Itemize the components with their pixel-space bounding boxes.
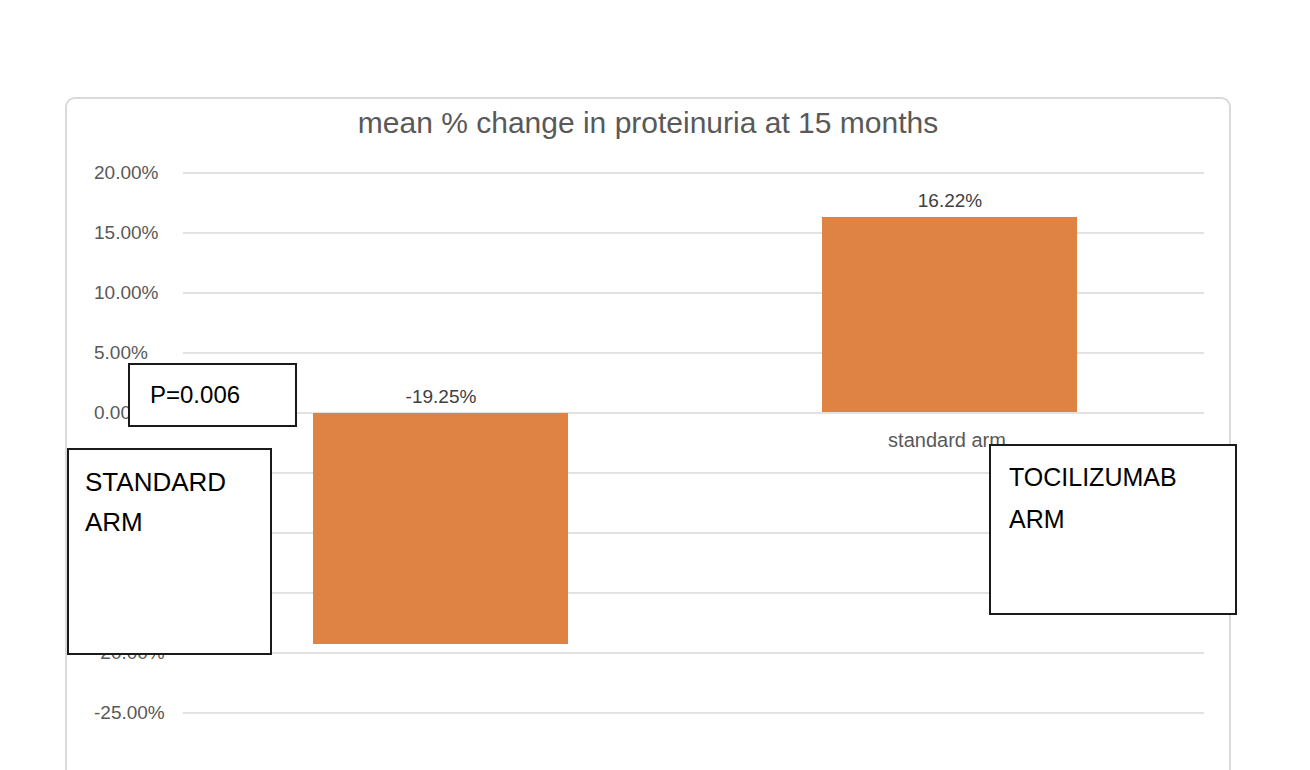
chart-area-frame [65, 97, 1231, 770]
tocilizumab-arm-textbox[interactable]: TOCILIZUMAB ARM [989, 444, 1237, 615]
gridline-20pct [183, 172, 1204, 174]
standard-arm-textbox[interactable]: STANDARD ARM [67, 448, 272, 655]
ytick-5pct: 5.00% [94, 342, 204, 363]
ytick-15pct: 15.00% [94, 222, 204, 243]
chart-title: mean % change in proteinuria at 15 month… [66, 106, 1230, 140]
tocilizumab-arm-text: TOCILIZUMAB ARM [1009, 463, 1177, 533]
ytick-20pct: 20.00% [94, 162, 204, 183]
bar-tocilizumab-arm[interactable] [822, 217, 1077, 412]
screenshot-canvas: mean % change in proteinuria at 15 month… [0, 0, 1310, 770]
ytick-neg25pct: -25.00% [94, 702, 204, 723]
data-label-tocilizumab-arm: 16.22% [850, 190, 1050, 212]
gridline-neg25pct [183, 712, 1204, 714]
p-value-textbox[interactable]: P=0.006 [128, 363, 297, 427]
data-label-standard-arm: -19.25% [341, 386, 541, 408]
bar-standard-arm[interactable] [313, 413, 568, 644]
standard-arm-text: STANDARD ARM [85, 467, 226, 537]
p-value-text: P=0.006 [150, 381, 240, 409]
gridline-neg20pct [183, 652, 1204, 654]
ytick-10pct: 10.00% [94, 282, 204, 303]
